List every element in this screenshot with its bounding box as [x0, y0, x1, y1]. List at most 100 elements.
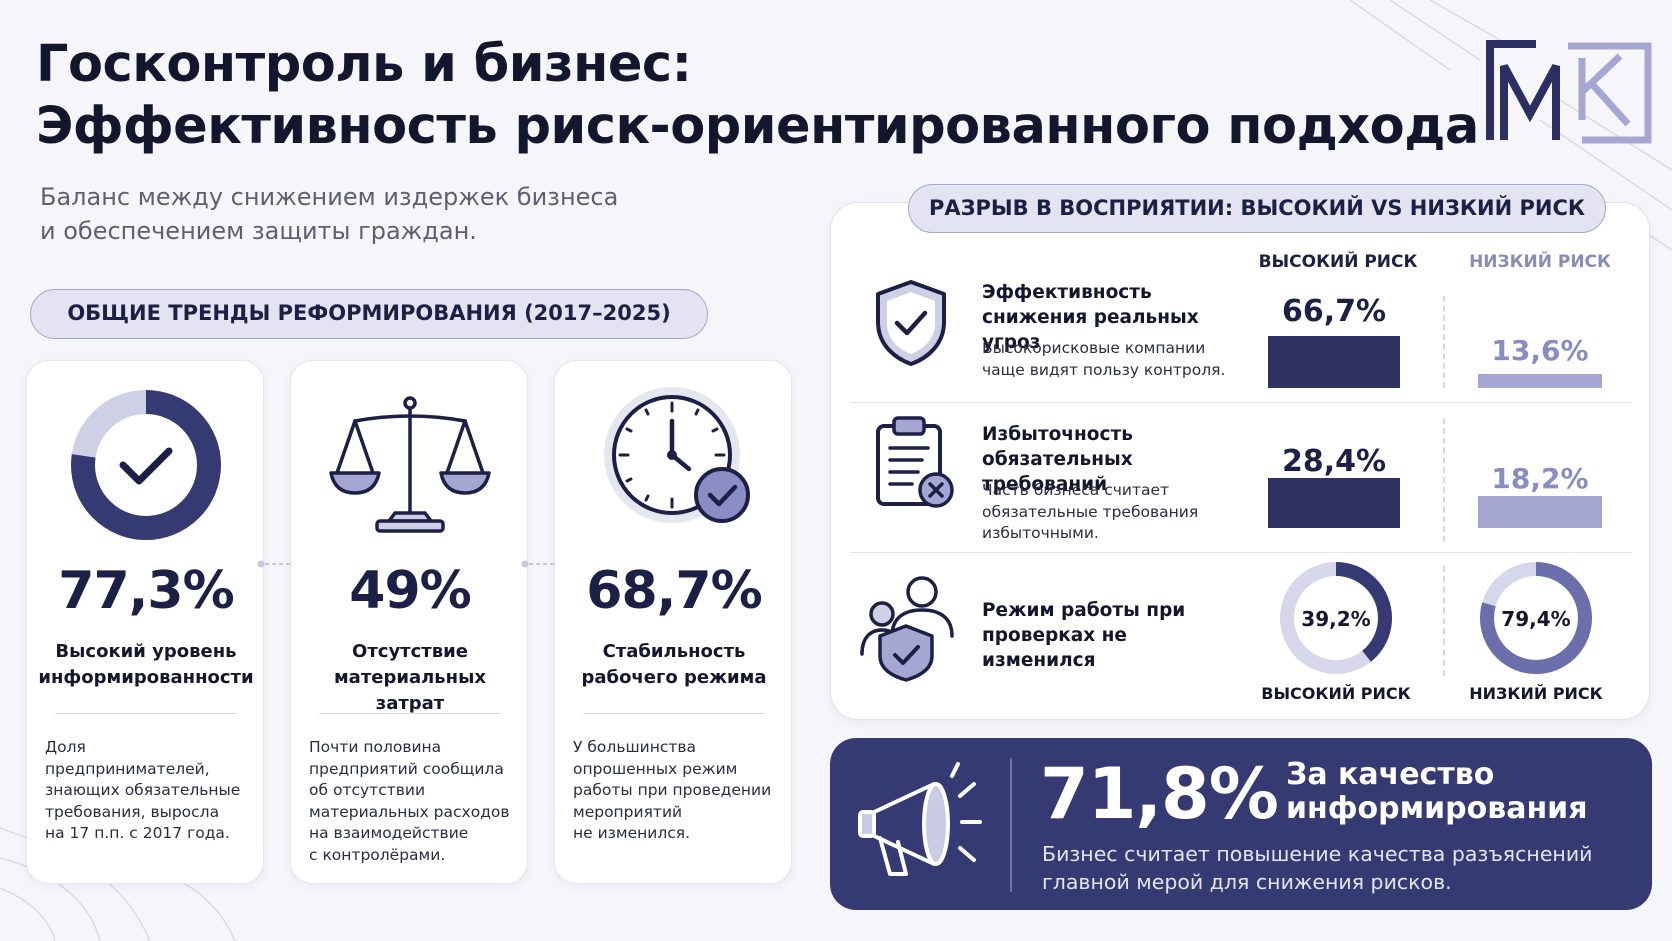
row-title-line: проверках не изменился — [982, 625, 1127, 671]
desc-line: на 17 п.п. с 2017 года. — [45, 824, 230, 842]
high-risk-value: 66,7% — [1281, 294, 1387, 329]
callout-title-line: информирования — [1286, 791, 1588, 826]
stat-label: Стабильность рабочего режима — [563, 639, 785, 691]
row-divider — [850, 552, 1632, 553]
column-divider — [1443, 566, 1445, 676]
high-risk-value: 28,4% — [1281, 444, 1387, 479]
low-risk-caption: НИЗКИЙ РИСК — [1469, 684, 1603, 703]
desc-line: с контролёрами. — [309, 845, 446, 864]
desc-line: требования, выросла — [45, 802, 220, 821]
desc-line: чаще видят пользу контроля. — [982, 360, 1226, 379]
clock-check-icon — [555, 385, 793, 545]
stat-label-line: Стабильность — [602, 641, 746, 662]
desc-line: мероприятий — [573, 802, 683, 821]
desc-line: на взаимодействие — [309, 824, 469, 842]
row-title-line: Режим работы при — [982, 600, 1186, 621]
title-line-2: Эффективность риск-ориентированного подх… — [36, 97, 1479, 156]
low-risk-value: 13,6% — [1491, 334, 1589, 367]
row-divider — [850, 402, 1632, 403]
callout-value: 71,8% — [1040, 753, 1279, 835]
title-line-1: Госконтроль и бизнес: — [36, 35, 692, 94]
scales-icon — [291, 385, 529, 545]
trends-heading: ОБЩИЕ ТРЕНДЫ РЕФОРМИРОВАНИЯ (2017–2025) — [30, 289, 708, 339]
desc-line: Часть бизнеса считает — [982, 481, 1170, 499]
desc-line: материальных расходов — [309, 802, 510, 821]
clipboard-x-icon — [876, 416, 954, 508]
row-title: Режим работы при проверках не изменился — [982, 598, 1242, 673]
high-risk-caption: ВЫСОКИЙ РИСК — [1261, 684, 1411, 703]
desc-line: Высокорисковые компании — [982, 339, 1206, 357]
desc-line: работы при проведении — [573, 781, 772, 799]
column-divider — [1443, 418, 1445, 542]
high-risk-donut-arc — [1280, 562, 1392, 674]
row-description: Часть бизнеса считает обязательные требо… — [982, 480, 1242, 545]
low-risk-value: 18,2% — [1491, 462, 1589, 495]
desc-line: избыточными. — [982, 524, 1099, 542]
callout-description: Бизнес считает повышение качества разъяс… — [1042, 840, 1642, 896]
megaphone-icon — [858, 762, 982, 876]
row-description: Высокорисковые компании чаще видят польз… — [982, 338, 1242, 381]
stat-description: Почти половина предприятий сообщила об о… — [309, 737, 519, 866]
column-divider — [1443, 296, 1445, 388]
stat-label: Отсутствие материальных затрат — [299, 639, 521, 717]
callout-title-line: За качество — [1286, 757, 1495, 792]
stat-label-line: рабочего режима — [581, 667, 767, 688]
stat-label-line: Высокий уровень — [55, 641, 237, 662]
comparison-heading: РАЗРЫВ В ВОСПРИЯТИИ: ВЫСОКИЙ VS НИЗКИЙ Р… — [908, 184, 1606, 233]
desc-line: предприятий сообщила — [309, 759, 504, 778]
high-risk-bar — [1268, 336, 1400, 388]
desc-line: Доля предпринимателей, — [45, 738, 210, 778]
high-risk-donut — [1280, 562, 1392, 674]
desc-line: не изменился. — [573, 824, 691, 842]
row-title-line: Эффективность — [982, 282, 1152, 303]
desc-line: У большинства — [573, 738, 697, 756]
row-title: Эффективность снижения реальных угроз — [982, 280, 1242, 355]
stat-value: 68,7% — [586, 561, 762, 621]
desc-line: об отсутствии — [309, 781, 426, 799]
stat-description: Доля предпринимателей, знающих обязатель… — [45, 737, 255, 845]
row-title-line: снижения реальных угроз — [982, 307, 1199, 353]
stat-card-no-costs: 49% Отсутствие материальных затрат Почти… — [290, 360, 528, 884]
stat-card-informed: 77,3% Высокий уровень информированности … — [26, 360, 264, 884]
divider — [583, 713, 765, 714]
divider — [319, 713, 501, 714]
subtitle-line-1: Баланс между снижением издержек бизнеса — [40, 183, 619, 211]
divider — [55, 713, 237, 714]
stat-value: 49% — [349, 561, 471, 621]
people-shield-icon — [860, 576, 954, 682]
low-risk-bar — [1478, 374, 1602, 388]
page-title: Госконтроль и бизнес: Эффективность риск… — [36, 34, 1479, 158]
low-risk-donut-value: 79,4% — [1501, 607, 1571, 631]
donut-check-icon — [27, 385, 265, 545]
shield-check-icon — [876, 280, 946, 366]
comparison-panel — [830, 202, 1650, 720]
desc-line: опрошенных режим — [573, 759, 738, 778]
gm-k-logo-icon — [1486, 40, 1652, 144]
row-title-line: обязательных требований — [982, 449, 1133, 495]
desc-line: знающих обязательные — [45, 781, 241, 799]
stat-label-line: материальных затрат — [333, 667, 487, 714]
callout-title: За качество информирования — [1286, 758, 1646, 826]
low-risk-bar — [1478, 496, 1602, 528]
subtitle-line-2: и обеспечением защиты граждан. — [40, 217, 477, 245]
desc-line: Почти половина — [309, 738, 442, 756]
column-header-low-risk: НИЗКИЙ РИСК — [1469, 252, 1611, 272]
stat-label-line: информированности — [38, 667, 254, 688]
stat-label-line: Отсутствие — [352, 641, 468, 662]
row-title-line: Избыточность — [982, 424, 1133, 445]
column-header-high-risk: ВЫСОКИЙ РИСК — [1258, 252, 1418, 272]
stat-description: У большинства опрошенных режим работы пр… — [573, 737, 783, 845]
stat-value: 77,3% — [58, 561, 234, 621]
page-subtitle: Баланс между снижением издержек бизнеса … — [40, 180, 680, 248]
row-title: Избыточность обязательных требований — [982, 422, 1242, 497]
high-risk-bar — [1268, 478, 1400, 528]
callout-divider — [1010, 758, 1012, 892]
callout-desc-line: Бизнес считает повышение качества разъяс… — [1042, 842, 1593, 866]
high-risk-donut-value: 39,2% — [1301, 607, 1371, 631]
stat-label: Высокий уровень информированности — [35, 639, 257, 691]
callout-desc-line: главной мерой для снижения рисков. — [1042, 870, 1452, 894]
desc-line: обязательные требования — [982, 502, 1199, 521]
low-risk-donut-arc — [1480, 562, 1592, 674]
low-risk-donut — [1480, 562, 1592, 674]
stat-card-stable-mode: 68,7% Стабильность рабочего режима У бол… — [554, 360, 792, 884]
